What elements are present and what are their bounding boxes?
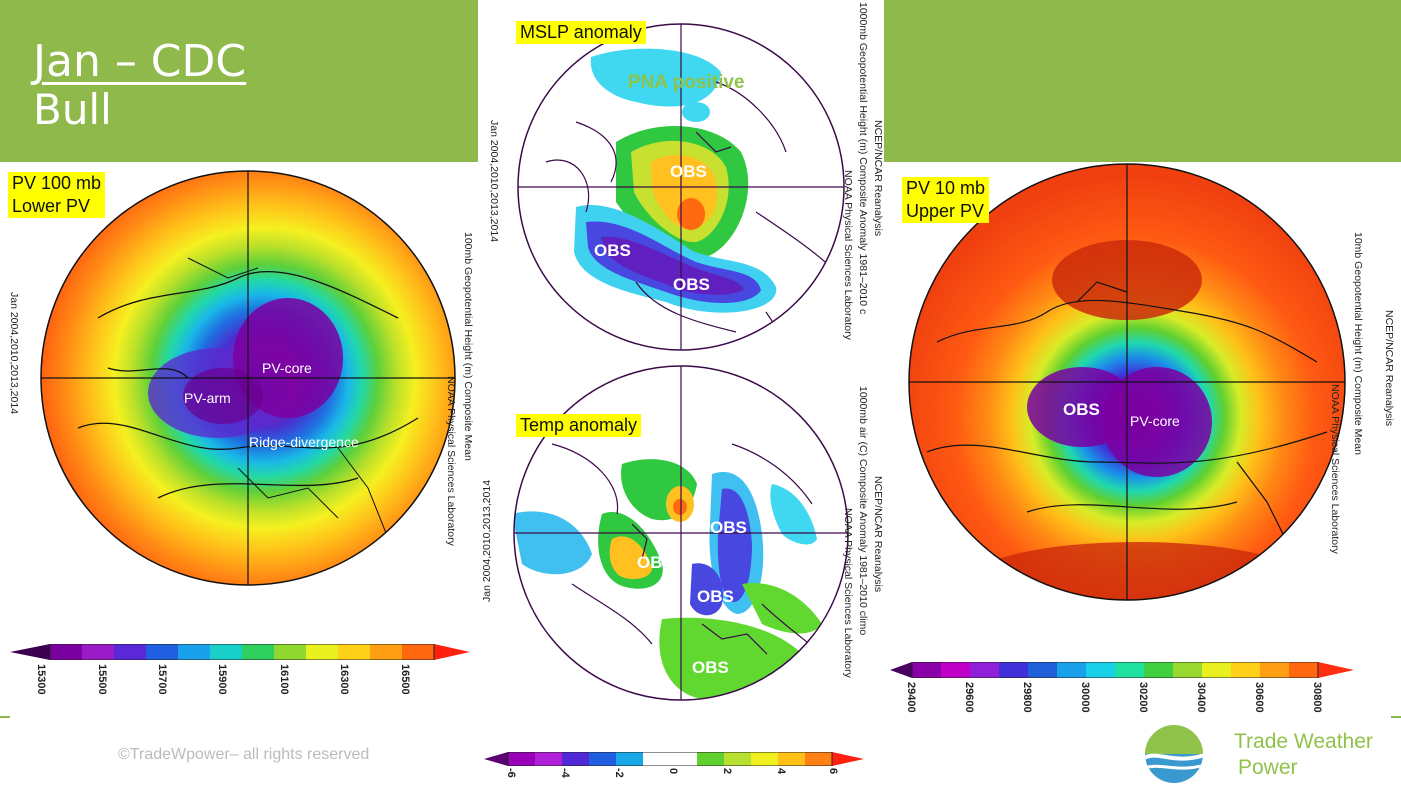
- tick: 30000: [1079, 682, 1091, 713]
- right-side-title1: NCEP/NCAR Reanalysis: [1383, 310, 1395, 427]
- brand-logo-icon: [1144, 724, 1208, 788]
- label-obs: OBS: [670, 162, 707, 181]
- tick: 4: [775, 768, 787, 775]
- tick: 15700: [156, 664, 168, 695]
- tag-pv100-line2: Lower PV: [12, 196, 91, 216]
- header-band-left: [0, 0, 478, 162]
- tick: 29800: [1021, 682, 1033, 713]
- tick: 15900: [216, 664, 228, 695]
- brand-line2: Power: [1238, 756, 1298, 779]
- tick: -6: [505, 768, 517, 778]
- tick: 2: [721, 768, 733, 775]
- tag-temp: Temp anomaly: [516, 414, 642, 437]
- brand-name: Trade Weather Power: [1234, 729, 1373, 781]
- tag-pv100: PV 100 mb Lower PV: [8, 172, 106, 218]
- tick: 16300: [338, 664, 350, 695]
- colorbar-temp: [484, 751, 864, 771]
- map-pv100: [38, 168, 458, 588]
- temp-side-title1: NCEP/NCAR Reanalysis: [872, 476, 884, 593]
- tick: 6: [827, 768, 839, 775]
- label-ridge-divergence: Ridge-divergence: [249, 434, 359, 450]
- right-side-lab: NOAA Physical Sciences Laboratory: [1329, 384, 1341, 554]
- right-side-title2: 10mb Geopotential Height (m) Composite M…: [1352, 232, 1364, 455]
- tick: 16100: [278, 664, 290, 695]
- tick: 29600: [963, 682, 975, 713]
- tick: 30400: [1195, 682, 1207, 713]
- left-side-years: Jan 2004,2010,2013,2014: [8, 292, 20, 415]
- label-obs: OBS: [697, 587, 734, 606]
- label-pna-positive: PNA positive: [628, 72, 745, 93]
- slide-title: Jan – CDC Bull: [33, 38, 246, 134]
- tick: -2: [613, 768, 625, 778]
- divider-mark: [1391, 716, 1401, 718]
- colorbar-pv10: [890, 661, 1354, 683]
- title-line1: Jan – CDC: [33, 36, 247, 87]
- label-obs: OBS: [594, 241, 631, 260]
- tick: 30800: [1311, 682, 1323, 713]
- map-temp: [512, 364, 850, 702]
- tick: -4: [559, 768, 571, 778]
- copyright-text: ©TradeWpower– all rights reserved: [118, 746, 370, 763]
- left-side-title: 100mb Geopotential Height (m) Composite …: [462, 232, 474, 461]
- tag-mslp: MSLP anomaly: [516, 21, 646, 44]
- brand-line1: Trade Weather: [1234, 730, 1373, 753]
- label-obs: OBS: [637, 553, 674, 572]
- tag-pv10-line2: Upper PV: [906, 201, 985, 221]
- left-side-lab: NOAA Physical Sciences Laboratory: [445, 376, 457, 546]
- temp-side-title2: 1000mb air (C) Composite Anomaly 1981–20…: [857, 386, 869, 636]
- header-band-right: [884, 0, 1401, 162]
- tick: 16500: [399, 664, 411, 695]
- tick: 29400: [905, 682, 917, 713]
- label-obs: OBS: [710, 518, 747, 537]
- tick: 0: [667, 768, 679, 775]
- title-line2: Bull: [33, 85, 112, 134]
- label-pv-arm: PV-arm: [184, 390, 231, 406]
- temp-side-lab: NOAA Physical Sciences Laboratory: [842, 508, 854, 678]
- colorbar-pv100: [10, 643, 470, 665]
- label-obs: OBS: [1063, 400, 1100, 419]
- map-mslp: [516, 22, 846, 352]
- tag-pv100-line1: PV 100 mb: [12, 173, 102, 193]
- tick: 15300: [35, 664, 47, 695]
- map-pv10: [907, 162, 1347, 602]
- label-pv-core-10: PV-core: [1130, 413, 1180, 429]
- mslp-side-lab: NOAA Physical Sciences Laboratory: [842, 170, 854, 340]
- tag-pv10: PV 10 mb Upper PV: [902, 177, 990, 223]
- divider-mark: [0, 716, 10, 718]
- tick: 15500: [96, 664, 108, 695]
- tick: 30200: [1137, 682, 1149, 713]
- label-obs: OBS: [692, 658, 729, 677]
- tick: 30600: [1253, 682, 1265, 713]
- tag-pv10-line1: PV 10 mb: [906, 178, 986, 198]
- label-pv-core-100: PV-core: [262, 360, 312, 376]
- mslp-side-title1: NCEP/NCAR Reanalysis: [872, 120, 884, 237]
- left-side-years2: Jan 2004,2010,2013,2014: [481, 479, 493, 602]
- label-obs: OBS: [673, 275, 710, 294]
- mslp-side-years: Jan 2004,2010,2013,2014: [488, 120, 500, 243]
- mslp-side-title2: 1000mb Geopotential Height (m) Composite…: [857, 2, 869, 315]
